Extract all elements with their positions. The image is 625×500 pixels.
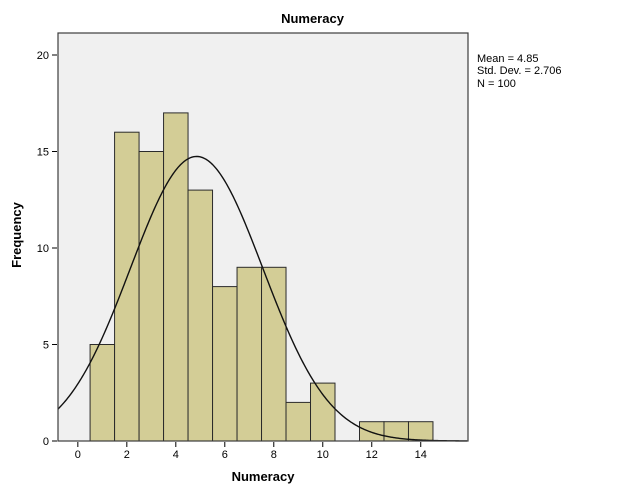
y-axis-tick-label: 0 (43, 436, 49, 448)
y-axis-title: Frequency (9, 202, 24, 268)
histogram-bar (187, 189, 214, 442)
y-axis-tick-label: 5 (43, 340, 49, 352)
y-axis-tick-label: 10 (37, 243, 49, 255)
stat-n: N = 100 (477, 77, 516, 90)
normal-curve (57, 155, 468, 442)
histogram-bar (114, 131, 140, 442)
histogram-bar (261, 266, 287, 442)
histogram-bar (285, 401, 312, 442)
plot-frame (57, 32, 469, 442)
x-axis-tick-label: 8 (271, 449, 277, 461)
x-axis-tick-label: 4 (173, 449, 179, 461)
stats-legend: Mean = 4.85 Std. Dev. = 2.706 N = 100 (477, 53, 562, 90)
x-axis-tick-label: 6 (222, 449, 228, 461)
histogram-bar (138, 151, 165, 442)
histogram-bar (359, 421, 385, 442)
x-axis-tick-label: 14 (415, 449, 427, 461)
histogram-bar (236, 266, 263, 442)
y-axis-tick-label: 20 (37, 50, 49, 62)
histogram-bar (212, 286, 238, 442)
stat-std-dev: Std. Dev. = 2.706 (477, 65, 562, 78)
histogram-bar (310, 382, 336, 442)
x-axis-tick-label: 0 (75, 449, 81, 461)
x-axis-tick-label: 10 (317, 449, 329, 461)
chart-title: Numeracy (281, 11, 344, 26)
y-axis-tick-label: 15 (37, 147, 49, 159)
histogram-bar (407, 421, 434, 442)
x-axis-title: Numeracy (231, 469, 295, 484)
histogram-bar (89, 344, 116, 442)
x-axis-tick-label: 12 (366, 449, 378, 461)
stat-mean: Mean = 4.85 (477, 53, 539, 65)
x-axis-tick-label: 2 (124, 449, 130, 461)
